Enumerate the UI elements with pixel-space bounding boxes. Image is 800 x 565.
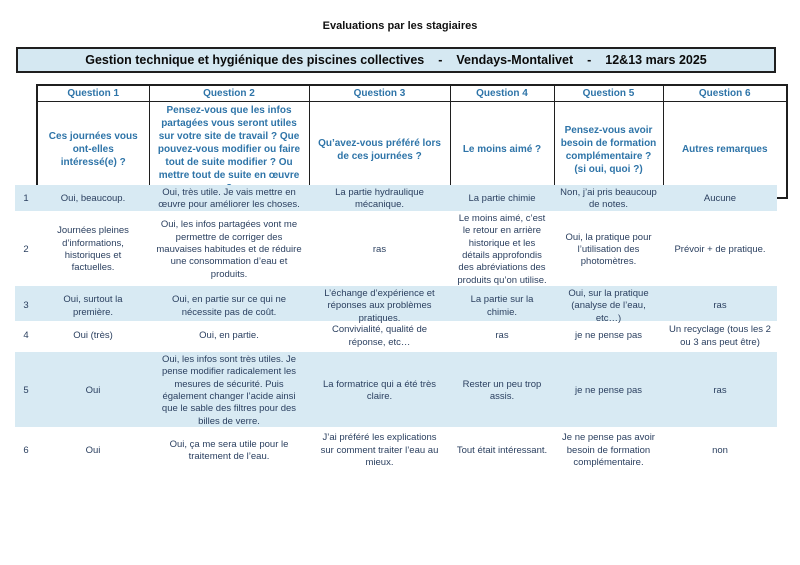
answer-cell: Prévoir + de pratique. xyxy=(674,243,766,255)
answer-cell: La formatrice qui a été très claire. xyxy=(323,378,436,403)
question-5-label: Question 5 xyxy=(553,84,664,102)
row-number: 5 xyxy=(23,384,29,396)
answer-cell: Oui, la pratique pour l’utilisation des … xyxy=(565,231,652,268)
answer-cell: non xyxy=(712,444,728,456)
answer-cell: ras xyxy=(495,330,509,342)
table-row: 6 Oui Oui, ça me sera utile pour le trai… xyxy=(15,427,777,475)
question-4-label: Question 4 xyxy=(449,84,555,102)
banner-separator: - xyxy=(587,53,592,67)
answer-cell: J’ai préféré les explications sur commen… xyxy=(320,432,439,469)
question-5-text: Pensez-vous avoir besoin de formation co… xyxy=(553,101,664,199)
question-header-table: Question 1 Question 2 Question 3 Questio… xyxy=(36,84,788,199)
question-2-text: Pensez-vous que les infos partagées vous… xyxy=(148,101,310,199)
answer-cell: Rester un peu trop assis. xyxy=(462,378,542,403)
answer-cell: La partie sur la chimie. xyxy=(470,294,534,318)
answer-cell: Oui, beaucoup. xyxy=(60,193,126,205)
answer-cell: Non, j’ai pris beaucoup de notes. xyxy=(560,187,657,211)
question-3-text: Qu’avez-vous préféré lors de ces journée… xyxy=(308,101,451,199)
question-3-label: Question 3 xyxy=(308,84,451,102)
row-number: 4 xyxy=(23,330,29,342)
row-number: 2 xyxy=(23,243,29,255)
answer-cell: Oui, les infos sont très utiles. Je pens… xyxy=(161,354,297,427)
answer-cell: Oui, très utile. Je vais mettre en œuvre… xyxy=(158,187,300,211)
row-number: 3 xyxy=(23,300,29,312)
answer-cell: Le moins aimé, c’est le retour en arrièr… xyxy=(457,213,547,286)
table-row: 2 Journées pleines d’informations, histo… xyxy=(15,211,777,286)
answer-cell: L’échange d’expérience et réponses aux p… xyxy=(324,288,435,324)
table-row: 5 Oui Oui, les infos sont très utiles. J… xyxy=(15,352,777,427)
answer-cell: Oui, sur la pratique (analyse de l’eau, … xyxy=(568,288,649,324)
question-1-label: Question 1 xyxy=(36,84,150,102)
question-4-text: Le moins aimé ? xyxy=(449,101,555,199)
answer-cell: La partie hydraulique mécanique. xyxy=(335,187,424,211)
row-number: 1 xyxy=(23,193,29,205)
answer-cell: Oui, ça me sera utile pour le traitement… xyxy=(169,438,289,462)
banner-location: Vendays-Montalivet xyxy=(456,53,574,67)
answer-cell: Oui, surtout la première. xyxy=(63,294,123,318)
question-label-row: Question 1 Question 2 Question 3 Questio… xyxy=(36,84,788,102)
banner-separator: - xyxy=(438,53,443,67)
banner-dates: 12&13 mars 2025 xyxy=(605,53,707,67)
answer-cell: ras xyxy=(372,243,387,255)
answer-cell: La partie chimie xyxy=(468,193,536,205)
banner-course-title: Gestion technique et hygiénique des pisc… xyxy=(85,53,425,67)
answer-cell: Oui xyxy=(85,384,101,396)
responses-table: 1 Oui, beaucoup. Oui, très utile. Je vai… xyxy=(15,185,777,475)
question-text-row: Ces journées vous ont-elles intéressé(e)… xyxy=(36,101,788,199)
row-number: 6 xyxy=(23,444,29,456)
question-6-text: Autres remarques xyxy=(662,101,788,199)
answer-cell: Je ne pense pas avoir besoin de formatio… xyxy=(562,432,655,469)
table-row: 1 Oui, beaucoup. Oui, très utile. Je vai… xyxy=(15,185,777,211)
answer-cell: Un recyclage (tous les 2 ou 3 ans peut ê… xyxy=(669,324,771,348)
answer-cell: Oui (très) xyxy=(73,330,113,342)
table-row: 3 Oui, surtout la première. Oui, en part… xyxy=(15,286,777,324)
question-1-text: Ces journées vous ont-elles intéressé(e)… xyxy=(36,101,150,199)
answer-cell: Convivialité, qualité de réponse, etc… xyxy=(331,324,428,348)
answer-cell: Oui, les infos partagées vont me permett… xyxy=(156,219,302,280)
session-banner: Gestion technique et hygiénique des pisc… xyxy=(16,47,776,73)
answer-cell: Tout était intéressant. xyxy=(456,444,548,456)
answer-cell: Journées pleines d’informations, histori… xyxy=(57,225,129,274)
answer-cell: Oui, en partie. xyxy=(199,330,259,342)
question-6-label: Question 6 xyxy=(662,84,788,102)
answer-cell: Oui, en partie sur ce qui ne nécessite p… xyxy=(171,294,287,318)
answer-cell: ras xyxy=(713,384,727,396)
answer-cell: je ne pense pas xyxy=(574,330,643,342)
answer-cell: Oui xyxy=(85,444,101,456)
question-2-label: Question 2 xyxy=(148,84,310,102)
answer-cell: Aucune xyxy=(703,193,737,205)
table-row: 4 Oui (très) Oui, en partie. Convivialit… xyxy=(15,321,777,352)
page-title: Evaluations par les stagiaires xyxy=(322,20,478,32)
answer-cell: ras xyxy=(713,300,727,312)
answer-cell: je ne pense pas xyxy=(574,384,643,396)
